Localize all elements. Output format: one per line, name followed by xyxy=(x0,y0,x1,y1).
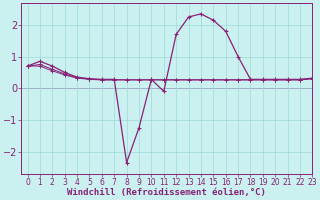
X-axis label: Windchill (Refroidissement éolien,°C): Windchill (Refroidissement éolien,°C) xyxy=(68,188,266,197)
